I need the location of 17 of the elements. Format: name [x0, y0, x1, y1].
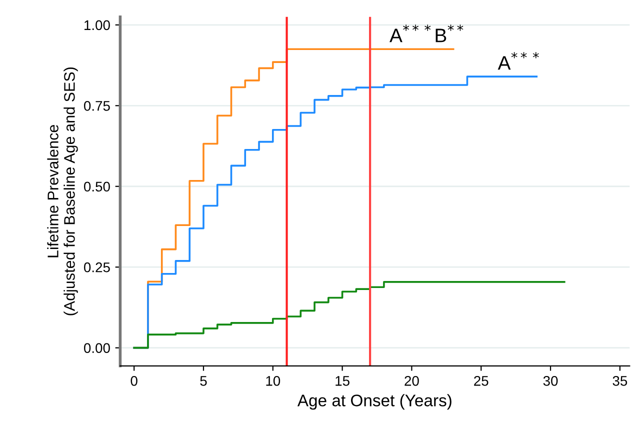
x-tick-label: 25 — [474, 376, 488, 386]
x-tick-label: 30 — [543, 376, 558, 386]
x-tick-label: 20 — [404, 376, 419, 386]
x-tick-label: 0 — [130, 376, 138, 386]
y-tick-label: 0.25 — [84, 262, 110, 272]
x-tick-label: 35 — [612, 376, 628, 386]
y-tick-label: 1.00 — [84, 20, 110, 30]
x-tick-label: 5 — [200, 376, 207, 386]
x-axis-title: Age at Onset (Years) — [297, 394, 452, 410]
y-tick-label: 0.00 — [84, 343, 110, 353]
x-tick-label: 10 — [266, 376, 280, 386]
y-tick-label: 0.50 — [84, 182, 110, 192]
y-axis-title: Lifetime Prevalence (Adjusted for Baseline Age and SES) — [47, 67, 78, 316]
annotation: A$^{***}$ — [498, 52, 539, 70]
y-tick-label: 0.75 — [84, 100, 110, 111]
annotation: A$^{***}$B$^{**}$ — [390, 24, 464, 42]
x-tick-label: 15 — [336, 376, 350, 386]
